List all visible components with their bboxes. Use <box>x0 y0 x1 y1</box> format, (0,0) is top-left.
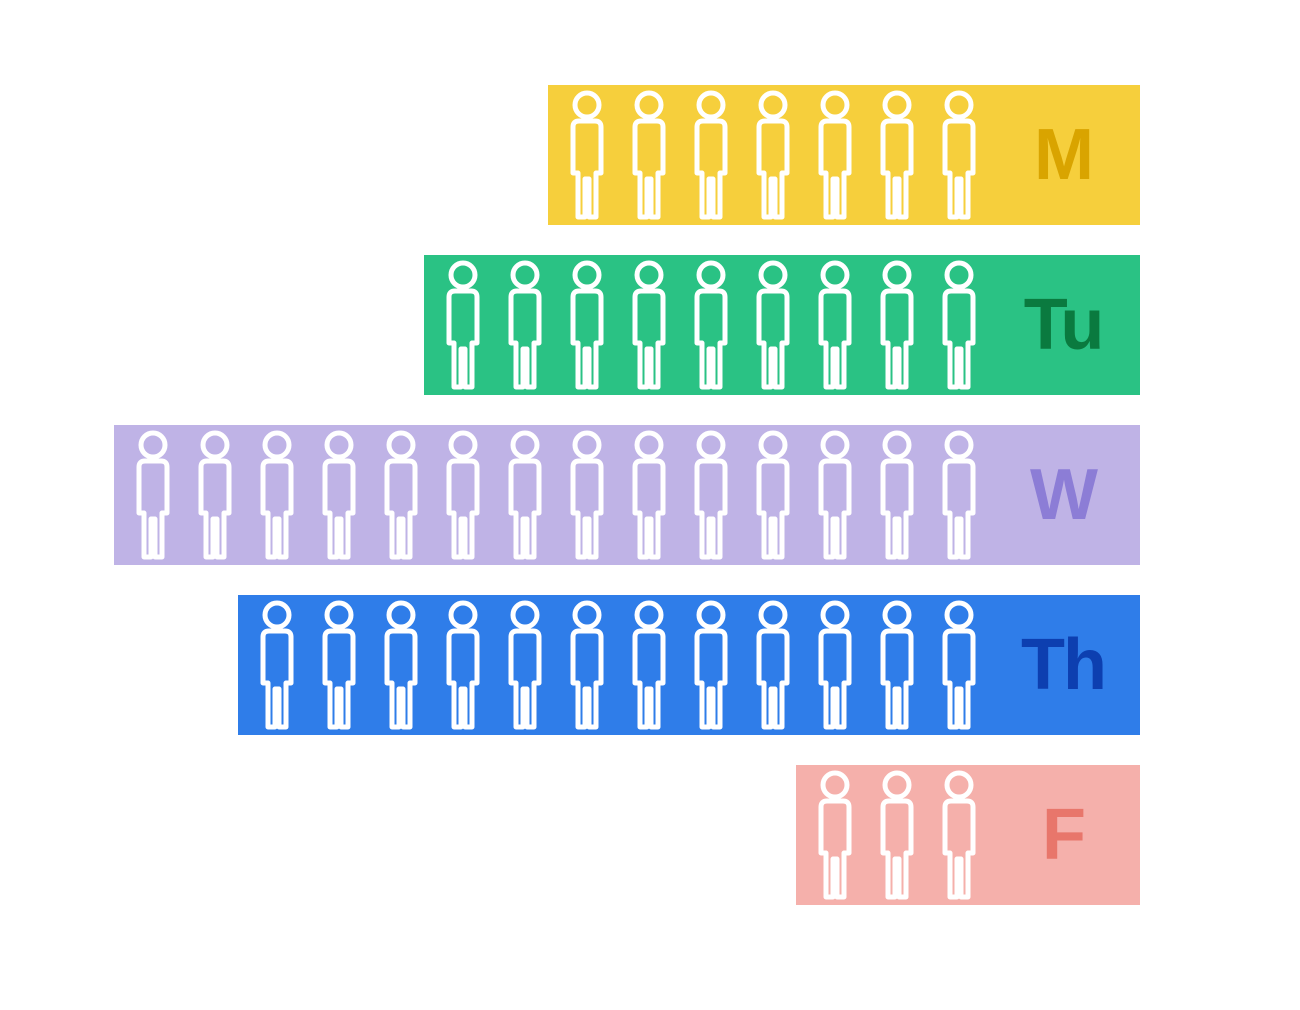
person-icon <box>556 257 618 393</box>
person-icon <box>866 87 928 223</box>
person-icon <box>556 427 618 563</box>
bar-row: F <box>796 765 1140 905</box>
person-icon <box>804 427 866 563</box>
person-icon <box>742 257 804 393</box>
bar-icons <box>556 87 990 223</box>
person-icon <box>556 597 618 733</box>
person-icon <box>308 427 370 563</box>
person-icon <box>618 597 680 733</box>
person-icon <box>618 87 680 223</box>
bar-label: Tu <box>996 289 1130 361</box>
person-icon <box>680 427 742 563</box>
person-icon <box>370 597 432 733</box>
weekday-pictogram-chart: M <box>114 85 1140 905</box>
bar-label: M <box>996 119 1130 191</box>
person-icon <box>866 427 928 563</box>
person-icon <box>308 597 370 733</box>
person-icon <box>928 597 990 733</box>
bar-label: F <box>996 799 1130 871</box>
person-icon <box>928 87 990 223</box>
person-icon <box>804 767 866 903</box>
person-icon <box>618 427 680 563</box>
person-icon <box>246 427 308 563</box>
person-icon <box>804 597 866 733</box>
bar-icons <box>804 767 990 903</box>
person-icon <box>122 427 184 563</box>
person-icon <box>432 597 494 733</box>
person-icon <box>680 597 742 733</box>
bar-row: Th <box>238 595 1140 735</box>
person-icon <box>866 767 928 903</box>
person-icon <box>742 427 804 563</box>
person-icon <box>928 427 990 563</box>
person-icon <box>556 87 618 223</box>
bar-label: Th <box>996 629 1130 701</box>
person-icon <box>432 427 494 563</box>
bar-icons <box>122 427 990 563</box>
person-icon <box>928 257 990 393</box>
person-icon <box>680 87 742 223</box>
bar-row: Tu <box>424 255 1140 395</box>
person-icon <box>618 257 680 393</box>
person-icon <box>866 257 928 393</box>
person-icon <box>494 427 556 563</box>
bar-icons <box>246 597 990 733</box>
person-icon <box>494 257 556 393</box>
person-icon <box>370 427 432 563</box>
person-icon <box>680 257 742 393</box>
person-icon <box>928 767 990 903</box>
person-icon <box>866 597 928 733</box>
person-icon <box>246 597 308 733</box>
person-icon <box>184 427 246 563</box>
bar-label: W <box>996 459 1130 531</box>
person-icon <box>804 257 866 393</box>
bar-row: W <box>114 425 1140 565</box>
person-icon <box>432 257 494 393</box>
person-icon <box>742 597 804 733</box>
person-icon <box>804 87 866 223</box>
person-icon <box>742 87 804 223</box>
bar-row: M <box>548 85 1140 225</box>
bar-icons <box>432 257 990 393</box>
person-icon <box>494 597 556 733</box>
